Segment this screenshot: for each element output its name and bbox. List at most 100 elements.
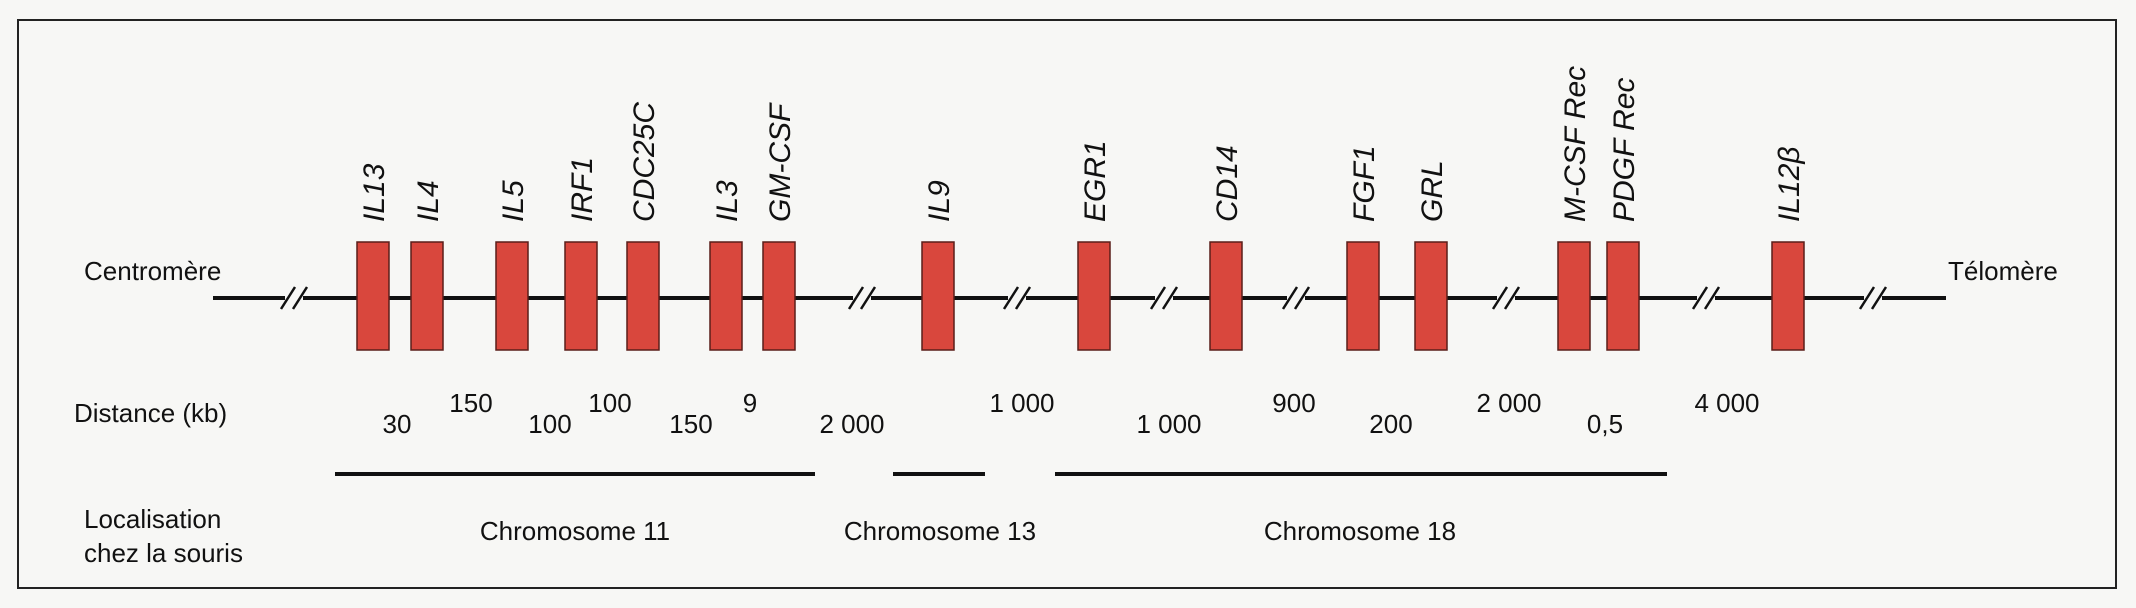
chromosome-11-label: Chromosome 11: [480, 516, 670, 546]
gene-box: [356, 241, 390, 351]
break-gap: [1008, 293, 1026, 303]
break-stroke: [1161, 286, 1179, 310]
break-stroke: [847, 286, 865, 310]
break-stroke: [859, 286, 877, 310]
gene-cd14: CD14: [1209, 145, 1244, 351]
gene-egr1: EGR1: [1077, 140, 1112, 351]
chromosome-13-label: Chromosome 13: [844, 516, 1036, 546]
gene-label: GM-CSF: [764, 102, 797, 222]
gene-label: IL13: [358, 163, 391, 222]
axis-break: [279, 286, 309, 310]
telomere-label: Télomère: [1948, 256, 2058, 286]
axis-break: [1858, 286, 1888, 310]
gene-box: [495, 241, 529, 351]
break-gap: [1287, 293, 1305, 303]
centromere-label: Centromère: [84, 256, 221, 286]
break-stroke: [1014, 286, 1032, 310]
gene-box: [1209, 241, 1243, 351]
gene-box: [1346, 241, 1380, 351]
gene-grl: GRL: [1414, 160, 1449, 351]
gene-m-csf-rec: M-CSF Rec: [1557, 66, 1592, 351]
break-stroke: [1002, 286, 1020, 310]
gene-il13: IL13: [356, 163, 391, 351]
gene-fgf1: FGF1: [1346, 145, 1381, 351]
gene-box: [626, 241, 660, 351]
gene-label: EGR1: [1079, 140, 1112, 222]
localisation-heading-line2: chez la souris: [84, 538, 243, 568]
axis-break: [1149, 286, 1179, 310]
distance-value: 1 000: [1136, 409, 1201, 439]
gene-box: [1077, 241, 1111, 351]
gene-il3: IL3: [709, 180, 744, 351]
break-stroke: [1703, 286, 1721, 310]
gene-label: M-CSF Rec: [1559, 66, 1592, 222]
localisation-heading-line1: Localisation: [84, 504, 221, 534]
gene-il4: IL4: [410, 180, 445, 351]
gene-box: [410, 241, 444, 351]
gene-box: [762, 241, 796, 351]
break-stroke: [1858, 286, 1876, 310]
distance-value: 900: [1272, 388, 1315, 418]
chromosome-18-label: Chromosome 18: [1264, 516, 1456, 546]
gene-label: PDGF Rec: [1608, 78, 1641, 222]
distance-heading: Distance (kb): [74, 398, 227, 428]
distance-value: 0,5: [1587, 409, 1623, 439]
distance-value: 9: [743, 388, 757, 418]
distance-value: 30: [383, 409, 412, 439]
break-gap: [1697, 293, 1715, 303]
gene-group: IL13 IL4 IL5 IRF1 CDC25C IL3 GM-CSF IL9: [356, 66, 1806, 351]
gene-box: [564, 241, 598, 351]
gene-label: CDC25C: [628, 102, 661, 222]
axis-break: [1002, 286, 1032, 310]
gene-label: GRL: [1416, 160, 1449, 222]
axis-break: [847, 286, 877, 310]
gene-label: CD14: [1211, 145, 1244, 222]
gene-box: [921, 241, 955, 351]
distance-values: 30 150 100 100 150 9 2 000 1 000 1 000 9…: [383, 388, 1760, 439]
distance-value: 4 000: [1694, 388, 1759, 418]
break-stroke: [291, 286, 309, 310]
break-stroke: [279, 286, 297, 310]
axis-break: [1281, 286, 1311, 310]
gene-il9: IL9: [921, 180, 956, 351]
distance-value: 150: [449, 388, 492, 418]
distance-value: 1 000: [989, 388, 1054, 418]
distance-value: 2 000: [1476, 388, 1541, 418]
gene-il12b: IL12β: [1771, 146, 1806, 351]
break-stroke: [1870, 286, 1888, 310]
gene-label: IL4: [412, 180, 445, 222]
break-stroke: [1503, 286, 1521, 310]
gene-label: IL12β: [1773, 146, 1806, 222]
axis-break: [1691, 286, 1721, 310]
break-stroke: [1691, 286, 1709, 310]
distance-value: 200: [1369, 409, 1412, 439]
break-gap: [1155, 293, 1173, 303]
distance-value: 100: [528, 409, 571, 439]
axis-breaks: [279, 286, 1888, 310]
gene-box: [709, 241, 743, 351]
distance-value: 100: [588, 388, 631, 418]
break-stroke: [1149, 286, 1167, 310]
gene-label: FGF1: [1348, 145, 1381, 222]
break-stroke: [1293, 286, 1311, 310]
gene-il5: IL5: [495, 180, 530, 351]
distance-value: 2 000: [819, 409, 884, 439]
gene-cdc25c: CDC25C: [626, 102, 661, 351]
break-gap: [1497, 293, 1515, 303]
gene-label: IL3: [711, 180, 744, 222]
gene-label: IRF1: [566, 157, 599, 222]
break-gap: [853, 293, 871, 303]
distance-value: 150: [669, 409, 712, 439]
gene-box: [1771, 241, 1805, 351]
break-gap: [1864, 293, 1882, 303]
gene-label: IL9: [923, 180, 956, 222]
gene-pdgf-rec: PDGF Rec: [1606, 78, 1641, 351]
break-gap: [285, 293, 303, 303]
gene-box: [1557, 241, 1591, 351]
gene-box: [1606, 241, 1640, 351]
diagram-frame: [17, 19, 2117, 589]
break-stroke: [1281, 286, 1299, 310]
gene-irf1: IRF1: [564, 157, 599, 351]
gene-gm-csf: GM-CSF: [762, 102, 797, 351]
